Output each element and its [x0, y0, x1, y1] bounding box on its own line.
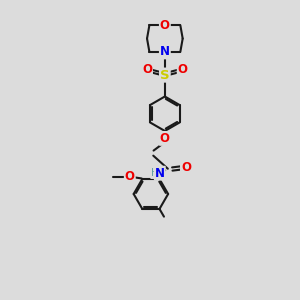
Text: O: O — [160, 132, 170, 145]
Text: N: N — [160, 45, 170, 58]
Text: N: N — [155, 167, 165, 180]
Text: O: O — [181, 161, 191, 174]
Text: O: O — [125, 170, 135, 183]
Text: S: S — [160, 69, 170, 82]
Text: O: O — [160, 19, 170, 32]
Text: O: O — [178, 63, 188, 76]
Text: O: O — [142, 63, 152, 76]
Text: H: H — [151, 168, 158, 178]
